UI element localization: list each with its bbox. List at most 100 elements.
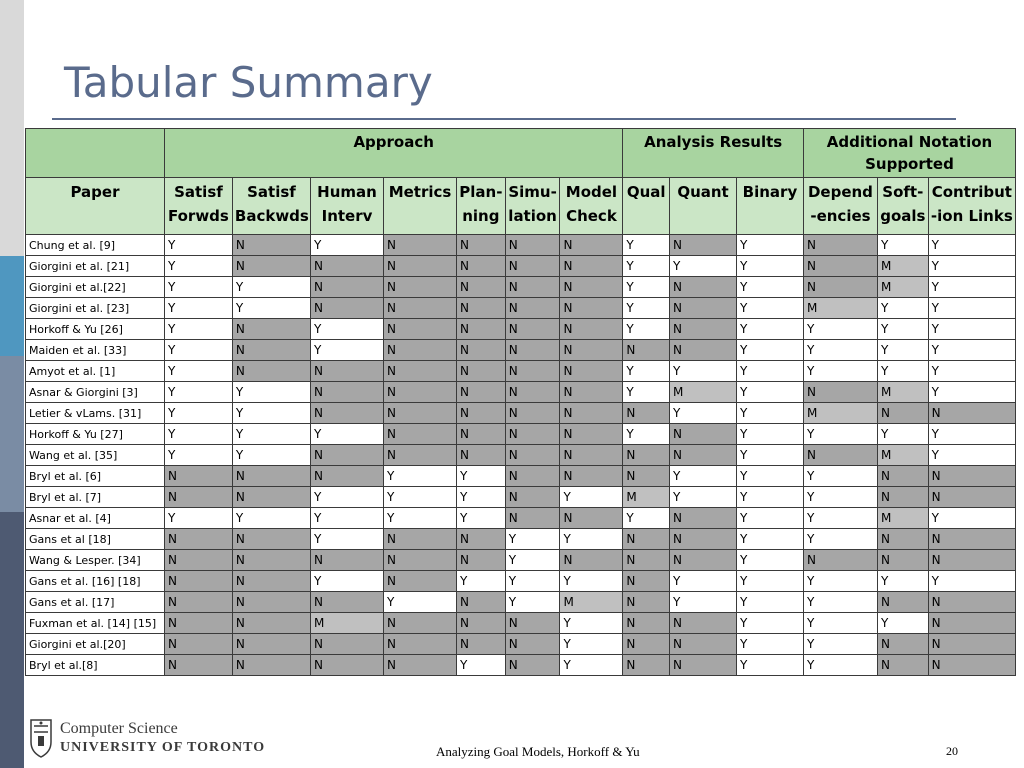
summary-table-body: Chung et al. [9] Y N Y N N N N Y N Y N Y Y Giorgini et… [25,234,1017,676]
value-cell: N [163,591,233,613]
value-cell: N [622,591,671,613]
value-cell: N [163,486,233,508]
value-cell: N [876,486,929,508]
value-cell: N [163,633,233,655]
value-cell: Y [802,486,878,508]
value-cell: N [669,528,737,550]
column-header-line: goals [880,207,926,225]
value-cell: N [504,423,561,445]
value-cell: Y [163,402,233,424]
value-cell: N [504,402,561,424]
column-header-contribut-ion-links: Contribut -ion Links [927,177,1017,235]
table-row: Asnar et al. [4] Y Y Y Y Y N N Y N Y Y M Y [25,507,1017,529]
column-header-qual: Qual [622,177,671,235]
column-header-plan-ning: Plan-ning [456,177,506,235]
value-cell: N [456,402,506,424]
paper-cell: Gans et al. [17] [25,591,165,613]
value-cell: N [309,654,385,676]
value-cell: N [504,318,561,340]
value-cell: N [309,444,385,466]
paper-cell: Gans et al [18] [25,528,165,550]
value-cell: N [309,591,385,613]
value-cell: Y [927,234,1017,256]
table-row: Horkoff & Yu [27] Y Y Y N N N N Y N Y Y Y Y [25,423,1017,445]
value-cell: N [231,528,312,550]
value-cell: N [383,528,458,550]
value-cell: N [456,276,506,298]
value-cell: Y [622,276,671,298]
sidebar-blue-segment [0,256,24,356]
value-cell: N [163,465,233,487]
table-row: Chung et al. [9] Y N Y N N N N Y N Y N Y Y [25,234,1017,256]
column-header-satisfbackwds: Satisf Backwds [231,177,312,235]
value-cell: Y [876,612,929,634]
value-cell: Y [669,465,737,487]
value-cell: Y [231,507,312,529]
value-cell: N [383,339,458,361]
paper-cell: Bryl et al.[8] [25,654,165,676]
value-cell: Y [927,381,1017,403]
value-cell: N [456,612,506,634]
value-cell: N [669,339,737,361]
value-cell: Y [622,297,671,319]
value-cell: N [456,297,506,319]
value-cell: N [876,402,929,424]
value-cell: N [876,633,929,655]
value-cell: Y [927,423,1017,445]
value-cell: N [622,612,671,634]
value-cell: N [802,444,878,466]
value-cell: Y [876,339,929,361]
value-cell: N [504,339,561,361]
slide-sidebar [0,0,24,768]
value-cell: N [559,339,624,361]
value-cell: N [231,486,312,508]
value-cell: N [669,444,737,466]
value-cell: N [669,549,737,571]
value-cell: Y [735,486,804,508]
value-cell: Y [735,591,804,613]
value-cell: N [231,591,312,613]
value-cell: Y [163,297,233,319]
value-cell: Y [559,654,624,676]
value-cell: Y [927,360,1017,382]
value-cell: Y [622,234,671,256]
value-cell: N [383,360,458,382]
value-cell: Y [735,465,804,487]
value-cell: N [163,570,233,592]
sidebar-navy-segment [0,512,24,768]
column-header-line: Depend [807,183,873,201]
value-cell: N [504,465,561,487]
value-cell: N [163,654,233,676]
value-cell: Y [735,402,804,424]
table-row: Giorgini et al.[22] Y Y N N N N N Y N Y N M Y [25,276,1017,298]
value-cell: N [456,444,506,466]
value-cell: N [559,360,624,382]
value-cell: N [383,402,458,424]
slide-title: Tabular Summary [64,58,433,107]
value-cell: N [927,528,1017,550]
value-cell: M [802,297,878,319]
value-cell: N [622,654,671,676]
column-header-depend-encies: Depend -encies [802,177,878,235]
group-header-row: Approach Analysis Results Additional Not… [25,128,1017,178]
value-cell: N [669,318,737,340]
value-cell: Y [802,591,878,613]
value-cell: N [163,612,233,634]
value-cell: N [669,507,737,529]
value-cell: N [231,465,312,487]
logo-university-text: UNIVERSITY OF TORONTO [60,740,266,755]
value-cell: Y [309,528,385,550]
value-cell: Y [876,423,929,445]
paper-cell: Asnar et al. [4] [25,507,165,529]
value-cell: Y [383,591,458,613]
column-header-paper: Paper [25,177,165,235]
value-cell: Y [927,255,1017,277]
logo-department-text: Computer Science [60,720,178,737]
value-cell: Y [231,402,312,424]
value-cell: N [559,276,624,298]
value-cell: Y [309,486,385,508]
value-cell: Y [163,276,233,298]
value-cell: M [669,381,737,403]
value-cell: Y [669,402,737,424]
footer-caption: Analyzing Goal Models, Horkoff & Yu [436,744,640,759]
